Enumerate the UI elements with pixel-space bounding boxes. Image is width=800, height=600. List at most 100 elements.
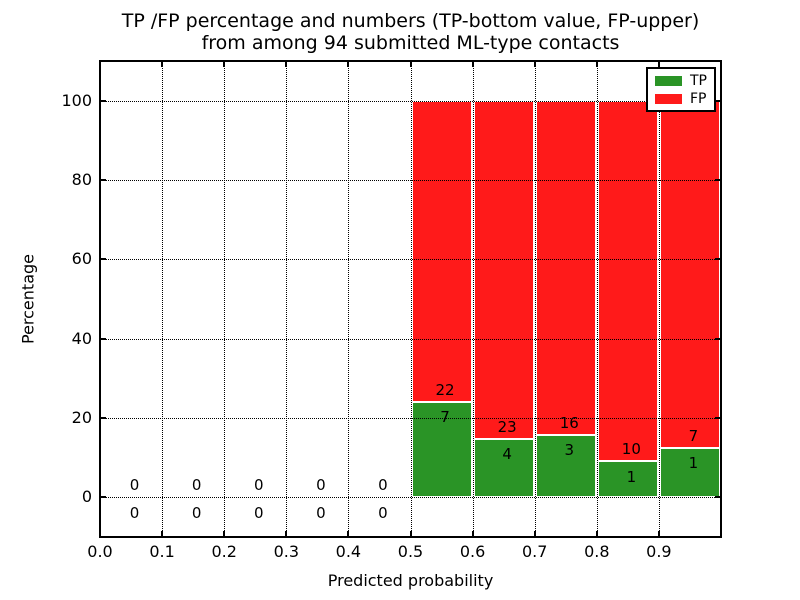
x-tick-bottom (533, 531, 536, 537)
tp-count-annotation: 0 (129, 503, 140, 522)
y-tick-label: 100 (61, 90, 92, 110)
fp-bar-segment (659, 100, 720, 448)
y-tick-label: 20 (71, 408, 92, 427)
fp-bar-segment (411, 100, 472, 402)
fp-count-annotation: 16 (559, 413, 579, 432)
tp-bar-segment (535, 434, 596, 498)
y-tick-label: 40 (71, 328, 92, 348)
tp-count-annotation: 1 (688, 454, 699, 473)
fp-bar-segment (535, 100, 596, 435)
legend-item-label: TP (690, 73, 707, 89)
y-tick-left (100, 337, 106, 340)
x-tick-bottom (99, 531, 101, 537)
x-tick-top (223, 61, 226, 67)
fp-swatch-icon (655, 94, 682, 104)
x-tick-top (161, 61, 164, 67)
gridline-vertical (410, 61, 412, 537)
x-tick-bottom (595, 531, 598, 537)
x-tick-bottom (347, 531, 350, 537)
y-tick-left (100, 496, 106, 499)
tp-count-annotation: 0 (316, 503, 326, 522)
y-tick-label: 80 (71, 170, 92, 189)
fp-count-annotation: 7 (688, 426, 699, 445)
gridline-vertical (472, 61, 474, 537)
gridline-vertical (224, 61, 226, 537)
tp-bar-segment (411, 401, 472, 498)
x-axis-label: Predicted probability (327, 571, 494, 590)
fp-count-annotation: 0 (191, 476, 202, 495)
y-tick-right (715, 179, 721, 181)
x-tick-label: 0.4 (335, 542, 362, 561)
tp-bar-segment (473, 438, 534, 498)
y-tick-left (100, 417, 106, 419)
x-tick-top (471, 61, 474, 67)
x-tick-top (409, 61, 412, 67)
x-tick-label: 0.1 (149, 542, 175, 561)
fp-count-annotation: 10 (621, 440, 641, 459)
y-tick-right (715, 258, 721, 261)
tp-count-annotation: 4 (502, 445, 512, 464)
y-tick-label: 0 (81, 487, 92, 507)
y-tick-right (715, 99, 721, 102)
x-tick-label: 0.7 (521, 542, 548, 561)
fp-count-annotation: 0 (316, 476, 326, 495)
tp-bar-segment (659, 447, 720, 498)
fp-bar-segment (473, 100, 534, 439)
x-tick-top (533, 61, 536, 67)
fp-count-annotation: 0 (378, 476, 388, 495)
x-tick-top (285, 61, 288, 67)
y-tick-right (715, 496, 721, 499)
plot-area: TP FP 0 0 0 0 0 0 0 0 0 0 22 7 23 4 16 3 10 1 7 1 (99, 60, 722, 538)
x-tick-label: 0.9 (646, 542, 672, 561)
fp-count-annotation: 0 (253, 476, 264, 495)
tp-count-annotation: 3 (564, 441, 575, 460)
fp-count-annotation: 22 (435, 380, 455, 399)
tp-count-annotation: 0 (378, 503, 388, 522)
y-tick-left (100, 99, 106, 102)
x-tick-top (99, 61, 101, 67)
y-tick-left (100, 179, 106, 181)
gridline-vertical (596, 61, 598, 537)
tp-bar-segment (597, 461, 658, 498)
tp-count-annotation: 0 (253, 503, 264, 522)
x-tick-bottom (657, 531, 660, 537)
gridline-vertical (162, 61, 164, 537)
gridline-vertical (534, 61, 536, 537)
gridline-vertical (348, 61, 350, 537)
x-tick-bottom (471, 531, 474, 537)
tp-swatch-icon (655, 76, 682, 86)
legend-item: FP (648, 90, 714, 108)
x-tick-bottom (285, 531, 288, 537)
x-tick-top (595, 61, 598, 67)
gridline-horizontal (100, 100, 721, 102)
x-tick-label: 0.6 (459, 542, 486, 561)
gridline-horizontal (100, 497, 721, 499)
fp-count-annotation: 0 (129, 476, 140, 495)
chart-title-line2: from among 94 submitted ML-type contacts (201, 32, 620, 54)
x-tick-label: 0.8 (584, 542, 610, 561)
x-tick-label: 0.0 (87, 542, 113, 561)
x-tick-bottom (409, 531, 412, 537)
x-tick-bottom (223, 531, 226, 537)
chart-title-line1: TP /FP percentage and numbers (TP-bottom… (121, 10, 700, 32)
legend: TP FP (646, 67, 716, 112)
x-tick-label: 0.5 (397, 542, 424, 561)
gridline-horizontal (100, 418, 721, 419)
y-tick-label: 60 (71, 249, 92, 269)
tp-count-annotation: 1 (626, 467, 637, 486)
x-tick-label: 0.2 (211, 542, 237, 561)
y-tick-right (715, 337, 721, 340)
chart-title: TP /FP percentage and numbers (TP-bottom… (100, 10, 721, 54)
x-tick-top (347, 61, 350, 67)
gridline-horizontal (100, 180, 721, 181)
gridline-vertical (658, 61, 660, 537)
x-tick-label: 0.3 (273, 542, 300, 561)
fp-count-annotation: 23 (497, 417, 517, 436)
legend-item-label: FP (690, 91, 707, 107)
fp-bar-segment (597, 100, 658, 462)
x-tick-top (657, 61, 660, 67)
gridline-vertical (286, 61, 288, 537)
y-tick-left (100, 258, 106, 261)
tp-count-annotation: 0 (191, 503, 202, 522)
